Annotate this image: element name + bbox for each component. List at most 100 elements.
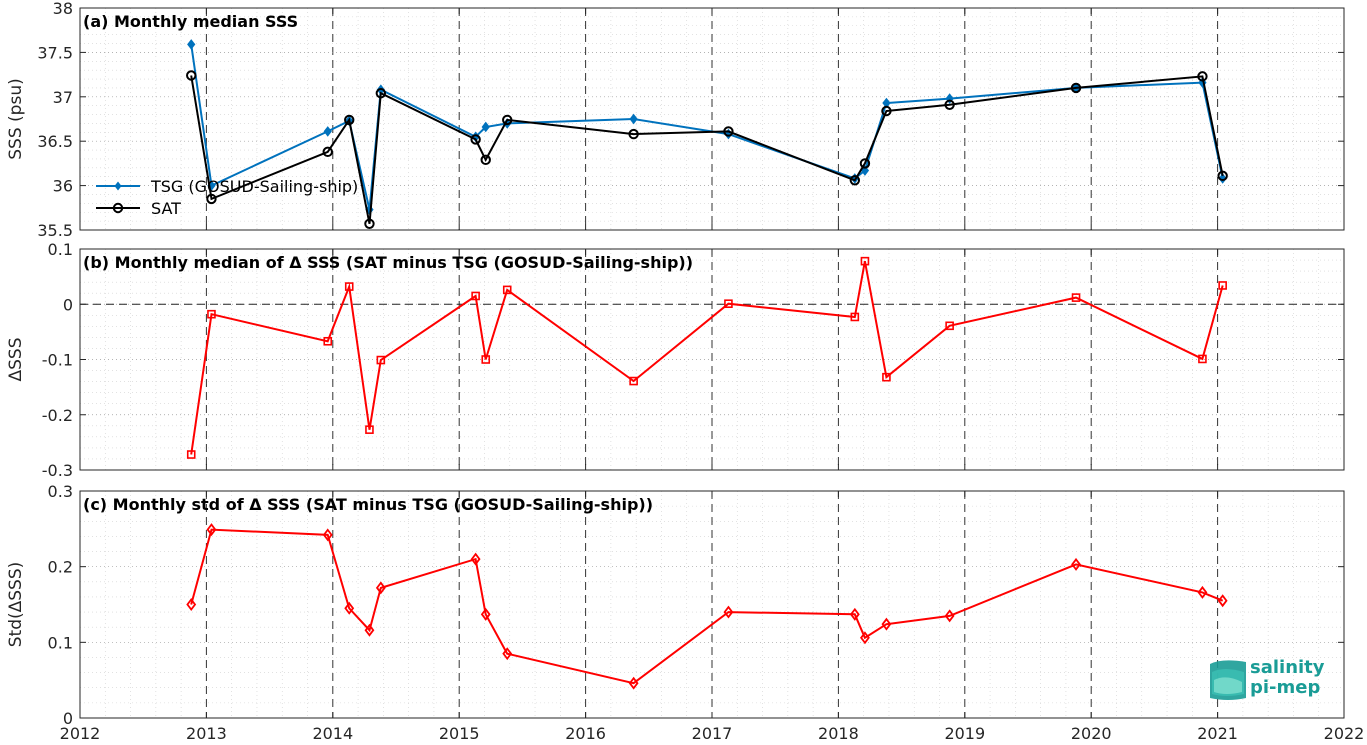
data-point (724, 299, 733, 308)
data-point (344, 601, 355, 615)
data-point (944, 99, 955, 110)
data-point (1198, 354, 1207, 364)
data-point (323, 126, 332, 137)
data-point (480, 154, 491, 166)
y-tick-label: 0.1 (48, 633, 73, 652)
data-point (206, 193, 217, 205)
panel-title: (a) Monthly median SSS (83, 12, 298, 31)
data-point (481, 355, 491, 364)
data-point (376, 355, 386, 365)
series-line (190, 75, 1224, 224)
data-point (723, 126, 734, 137)
legend-label: TSG (GOSUD-Sailing-ship) (150, 177, 358, 196)
data-point (471, 291, 480, 301)
data-point (502, 647, 513, 661)
data-point (860, 631, 870, 645)
data-point (186, 598, 197, 611)
logo-line2: pi-mep (1250, 677, 1321, 698)
legend-marker (114, 181, 122, 191)
data-point (1217, 594, 1228, 608)
x-tick-label: 2016 (565, 724, 606, 743)
data-point (628, 128, 639, 140)
x-tick-label: 2018 (818, 724, 859, 743)
data-point (481, 121, 490, 133)
data-point (364, 218, 375, 229)
data-point (860, 256, 870, 266)
data-point (629, 113, 638, 125)
y-tick-label: 0.1 (48, 240, 73, 259)
x-tick-label: 2013 (186, 724, 227, 743)
data-point (1217, 170, 1228, 182)
data-point (1071, 293, 1081, 302)
data-point (944, 609, 955, 623)
data-point (1197, 71, 1208, 82)
x-tick-label: 2020 (1071, 724, 1112, 743)
y-tick-label: 38 (53, 0, 73, 18)
data-point (628, 676, 639, 690)
data-point (322, 528, 333, 542)
x-tick-label: 2017 (692, 724, 733, 743)
salinity-pi-mep-logo: salinity pi-mep (1208, 656, 1338, 704)
data-point (850, 312, 860, 322)
data-point (1218, 173, 1227, 184)
y-tick-label: 37.5 (37, 43, 73, 62)
y-tick-label: 0 (63, 709, 73, 728)
x-tick-label: 2014 (312, 724, 353, 743)
data-point (207, 309, 216, 319)
y-axis-label: ΔSSS (6, 337, 26, 381)
data-point (206, 523, 217, 537)
data-point (186, 70, 197, 81)
series-line (190, 261, 1224, 455)
legend-label: SAT (151, 199, 181, 218)
data-point (849, 607, 860, 621)
data-point (882, 372, 891, 382)
data-point (344, 282, 354, 291)
logo-line1: salinity (1250, 657, 1325, 678)
y-tick-label: 36 (53, 177, 73, 196)
data-point (629, 376, 638, 386)
x-tick-label: 2019 (944, 724, 985, 743)
data-point (470, 134, 481, 145)
data-point (375, 88, 387, 99)
y-tick-label: -0.3 (42, 461, 73, 480)
panel-title: (b) Monthly median of Δ SSS (SAT minus T… (83, 253, 693, 272)
data-point (375, 581, 386, 595)
panel-title: (c) Monthly std of Δ SSS (SAT minus TSG … (83, 495, 653, 514)
data-point (849, 175, 861, 186)
data-point (1070, 82, 1082, 94)
data-point (502, 285, 512, 295)
y-tick-label: 36.5 (37, 132, 73, 151)
y-tick-label: -0.1 (42, 351, 73, 370)
y-tick-label: 0 (63, 295, 73, 314)
y-tick-label: 37 (53, 88, 73, 107)
x-tick-label: 2012 (60, 724, 101, 743)
data-point (502, 114, 513, 126)
x-tick-label: 2015 (439, 724, 480, 743)
data-point (322, 146, 333, 158)
wave-icon (1210, 660, 1246, 700)
data-point (186, 450, 196, 459)
data-point (1197, 585, 1208, 599)
x-tick-label: 2021 (1197, 724, 1238, 743)
y-tick-label: 35.5 (37, 221, 73, 240)
data-point (723, 605, 734, 619)
y-axis-label: Std(ΔSSS) (6, 562, 26, 648)
data-point (945, 321, 954, 331)
data-point (187, 39, 196, 50)
legend-marker (112, 202, 124, 214)
data-point (480, 607, 491, 621)
series-line (190, 528, 1224, 685)
y-tick-label: -0.2 (42, 406, 73, 425)
data-point (881, 617, 892, 631)
y-axis-label: SSS (psu) (6, 78, 26, 159)
data-point (323, 336, 333, 346)
data-point (881, 105, 892, 117)
axes-box (79, 490, 1345, 719)
x-tick-label: 2022 (1324, 724, 1365, 743)
data-point (1218, 281, 1227, 290)
data-point (364, 623, 375, 637)
data-point (470, 552, 481, 566)
data-point (1071, 557, 1081, 571)
data-point (344, 114, 355, 126)
